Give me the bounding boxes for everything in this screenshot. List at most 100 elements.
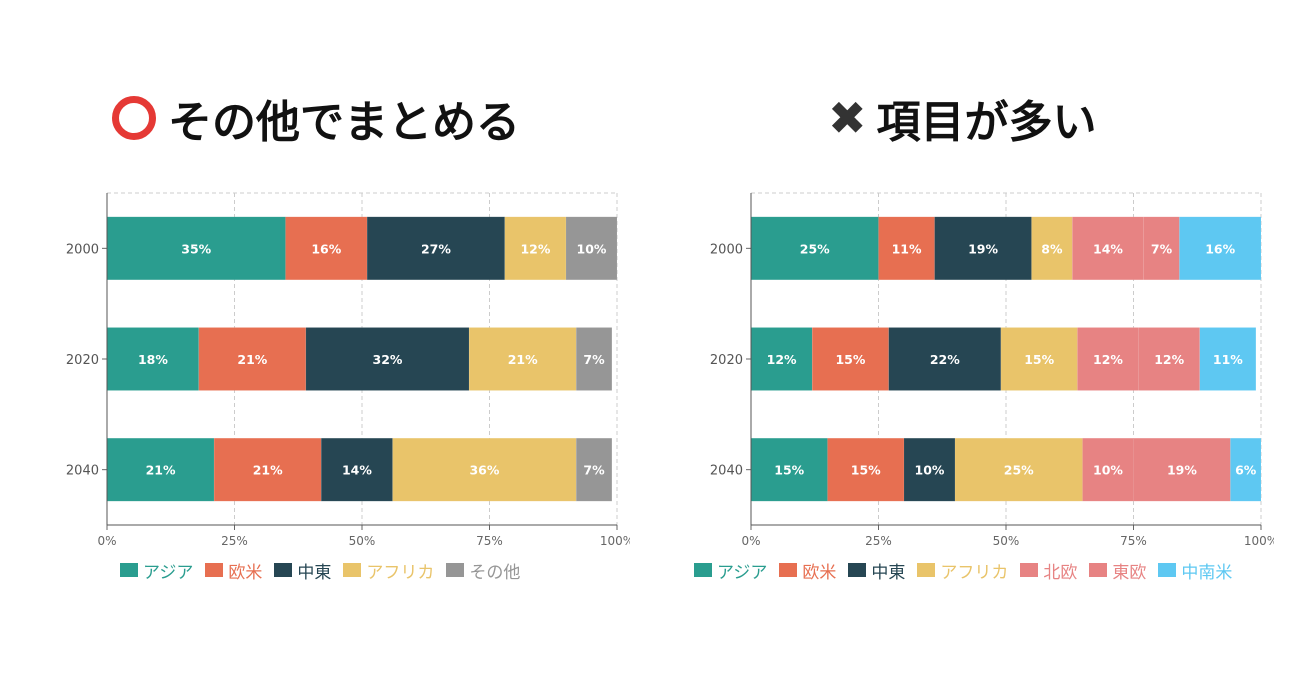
data-label: 11%: [1213, 352, 1243, 367]
legend-label: その他: [469, 562, 521, 583]
x-tick-label: 50%: [993, 534, 1020, 548]
bar-segment: [1077, 327, 1139, 391]
legend-swatch: [917, 563, 936, 577]
data-label: 32%: [373, 352, 403, 367]
bar-segment: [575, 327, 613, 391]
bar-segment: [750, 216, 879, 281]
bar-segment: [366, 216, 506, 281]
bar-segment: [305, 327, 470, 391]
data-label: 15%: [774, 463, 804, 478]
bar-segment: [1072, 216, 1144, 281]
data-label: 12%: [1093, 352, 1123, 367]
legend-item: 中南米: [1158, 558, 1232, 583]
bar-segment: [827, 437, 905, 502]
bar-segment: [106, 327, 200, 391]
data-label: 7%: [583, 352, 605, 367]
bar-segment: [106, 437, 215, 502]
y-tick-label: 2000: [710, 242, 743, 257]
data-label: 11%: [892, 241, 922, 256]
legend-label: 欧米: [228, 562, 263, 583]
legend-label: 中南米: [1181, 562, 1233, 583]
legend-swatch: [1158, 563, 1177, 577]
bar-segment: [1138, 327, 1201, 391]
data-label: 19%: [968, 241, 998, 256]
chart-title-left-text: その他でまとめる: [168, 97, 520, 148]
legend-item: 中東: [274, 558, 331, 583]
data-label: 8%: [1041, 241, 1063, 256]
bar-segment: [903, 437, 956, 502]
bar-segment: [285, 216, 368, 281]
bar-segment: [954, 437, 1083, 502]
data-label: 27%: [421, 241, 451, 256]
legend-item: 欧米: [205, 558, 262, 583]
bar-segment: [750, 327, 813, 391]
y-tick-label: 2000: [66, 242, 99, 257]
bar-segment: [565, 216, 618, 281]
stacked-bar-chart-left: 0% 25% 50% 75% 100% 35% 16% 27% 12% 10% 2000 18% 21%…: [66, 192, 630, 548]
legend-item: アフリカ: [343, 558, 434, 583]
data-label: 25%: [800, 241, 830, 256]
cross-icon: ✖: [828, 91, 867, 145]
bar-segment: [198, 327, 307, 391]
data-label: 35%: [181, 241, 211, 256]
legend-swatch: [848, 563, 867, 577]
legend-label: 中東: [297, 562, 332, 583]
legend-item: アフリカ: [917, 558, 1008, 583]
bar-segment: [1082, 437, 1134, 502]
data-label: 12%: [767, 352, 797, 367]
chart-title-right: ✖ 項目が多い: [828, 88, 1097, 148]
legend-swatch: [274, 563, 293, 577]
legend-item: 北欧: [1020, 558, 1077, 583]
bar-segment: [504, 216, 567, 281]
legend-label: アフリカ: [366, 562, 435, 583]
chart-title-right-text: 項目が多い: [876, 97, 1097, 148]
legend-swatch: [446, 563, 465, 577]
legend-item: 欧米: [779, 558, 836, 583]
bar-segment: [1230, 437, 1262, 502]
data-label: 21%: [146, 463, 176, 478]
bar-segment: [1179, 216, 1262, 281]
legend-item: 東欧: [1089, 558, 1146, 583]
x-tick-label: 0%: [97, 534, 116, 548]
red-circle-icon: [112, 96, 156, 140]
data-label: 14%: [1093, 241, 1123, 256]
data-label: 21%: [237, 352, 267, 367]
x-tick-label: 0%: [741, 534, 760, 548]
data-label: 25%: [1004, 463, 1034, 478]
data-label: 10%: [1093, 463, 1123, 478]
data-label: 18%: [138, 352, 168, 367]
legend-swatch: [205, 563, 224, 577]
y-tick-label: 2020: [66, 353, 99, 368]
data-label: 15%: [835, 352, 865, 367]
bar-segment: [575, 437, 613, 502]
x-tick-label: 25%: [221, 534, 248, 548]
data-label: 22%: [930, 352, 960, 367]
bar-segment: [392, 437, 577, 502]
legend-right: アジア 欧米 中東 アフリカ 北欧 東欧 中南米: [694, 558, 1244, 583]
bar-segment: [468, 327, 577, 391]
bar-segment: [1133, 437, 1231, 502]
legend-swatch: [694, 563, 712, 577]
legend-swatch: [343, 563, 362, 577]
data-label: 16%: [311, 241, 341, 256]
data-label: 21%: [508, 352, 538, 367]
bar-segment: [1199, 327, 1257, 391]
data-label: 15%: [851, 463, 881, 478]
bar-segment: [878, 216, 935, 281]
legend-label: 北欧: [1043, 562, 1078, 583]
data-label: 7%: [1151, 241, 1173, 256]
legend-swatch: [779, 563, 798, 577]
x-tick-label: 75%: [476, 534, 503, 548]
data-label: 10%: [577, 241, 607, 256]
x-tick-label: 75%: [1120, 534, 1147, 548]
bar-segment: [106, 216, 286, 281]
legend-swatch: [1089, 563, 1108, 577]
data-label: 12%: [1154, 352, 1184, 367]
x-tick-label: 100%: [600, 534, 630, 548]
bar-segment: [888, 327, 1002, 391]
data-label: 7%: [583, 463, 605, 478]
bar-segment: [934, 216, 1032, 281]
data-label: 19%: [1167, 463, 1197, 478]
legend-item: アジア: [694, 558, 767, 583]
legend-label: 欧米: [802, 562, 837, 583]
